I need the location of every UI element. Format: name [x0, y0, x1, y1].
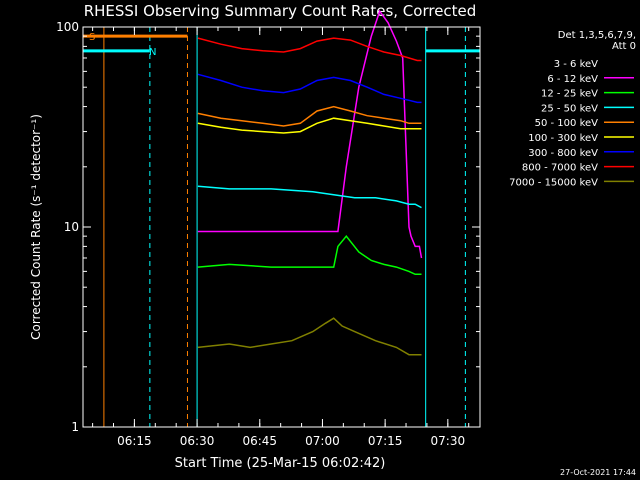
flag-label-n: N	[149, 47, 156, 58]
x-tick-label: 06:15	[117, 434, 152, 448]
series-12-25-kev-line	[197, 235, 422, 276]
axis-ticks: 1 10 100 06:15 06:30 06:45 07:00 07:15 07:30	[56, 20, 480, 448]
legend-header-line: Det 1,3,5,6,7,9,	[558, 30, 636, 41]
legend-label: 7000 - 15000 keV	[509, 177, 598, 188]
y-tick-label: 100	[56, 20, 79, 34]
x-tick-label: 07:15	[368, 434, 403, 448]
legend-label: 800 - 7000 keV	[522, 163, 598, 174]
series-800-7000-kev-line	[197, 37, 422, 62]
x-tick-label: 07:30	[431, 434, 466, 448]
y-tick-label: 10	[64, 220, 79, 234]
x-tick-label: 06:45	[242, 434, 277, 448]
series-3-6-kev-line	[197, 51, 423, 229]
legend-label: 3 - 6 keV	[554, 59, 598, 70]
series-300-800-kev-line	[197, 73, 422, 104]
series-25-50-kev-line	[197, 185, 422, 209]
legend-label: 6 - 12 keV	[547, 74, 598, 85]
flag-label-s: S	[89, 32, 95, 43]
series-50-100-kev-line	[197, 105, 422, 127]
x-axis-label: Start Time (25-Mar-15 06:02:42)	[175, 456, 386, 471]
y-axis-label: Corrected Count Rate (s⁻¹ detector⁻¹)	[29, 114, 43, 340]
chart-title: RHESSI Observing Summary Count Rates, Co…	[84, 2, 477, 20]
x-tick-label: 06:30	[180, 434, 215, 448]
data-layer: SN	[83, 9, 480, 427]
x-tick-label: 07:00	[305, 434, 340, 448]
legend-label: 300 - 800 keV	[528, 148, 598, 159]
legend-label: 12 - 25 keV	[541, 89, 598, 100]
legend-label: 25 - 50 keV	[541, 103, 598, 114]
legend-label: 50 - 100 keV	[535, 118, 599, 129]
series-100-300-kev-line	[197, 117, 422, 134]
legend-label: 100 - 300 keV	[528, 133, 598, 144]
series-6-12-kev-line	[197, 9, 423, 259]
legend: Det 1,3,5,6,7,9,Att 0 3 - 6 keV 6 - 12 keV…	[509, 30, 636, 188]
footer-timestamp: 27-Oct-2021 17:44	[560, 468, 636, 477]
legend-header-line: Att 0	[612, 41, 636, 52]
y-tick-label: 1	[71, 420, 79, 434]
series-7000-15000-kev-line	[197, 317, 422, 356]
